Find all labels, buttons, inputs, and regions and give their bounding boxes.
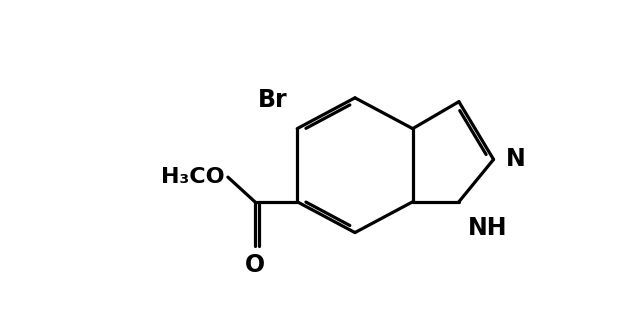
Text: O: O bbox=[244, 253, 265, 277]
Text: N: N bbox=[506, 147, 525, 171]
Text: Br: Br bbox=[259, 88, 288, 112]
Text: NH: NH bbox=[468, 216, 508, 239]
Text: H₃CO: H₃CO bbox=[161, 167, 225, 187]
